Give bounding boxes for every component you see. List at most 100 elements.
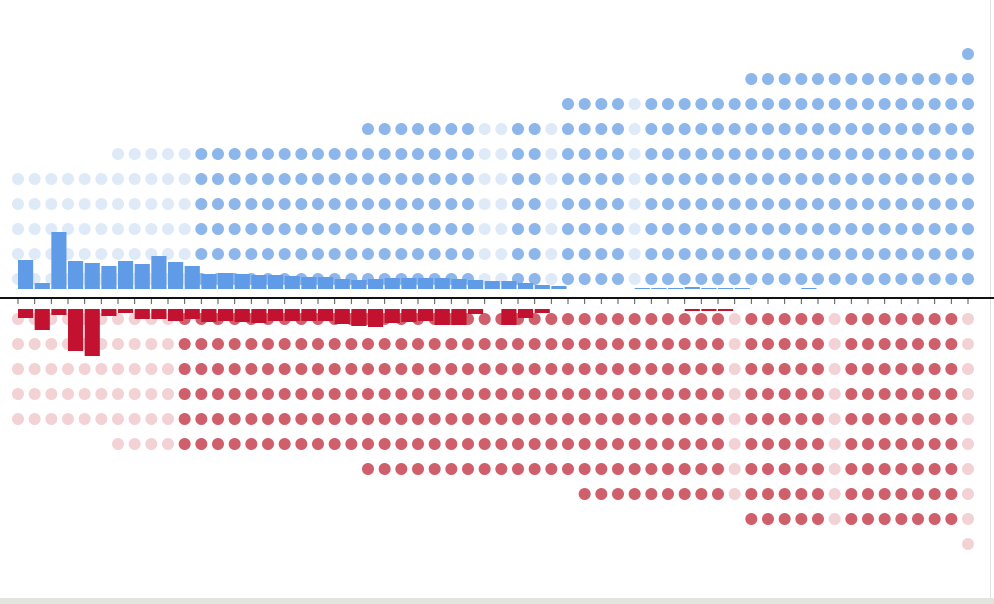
dot bbox=[745, 513, 758, 525]
dot bbox=[728, 438, 741, 450]
dot bbox=[795, 513, 808, 525]
dot bbox=[928, 123, 941, 135]
dot bbox=[945, 338, 958, 350]
dot bbox=[195, 338, 208, 350]
dot bbox=[845, 438, 858, 450]
dot bbox=[745, 248, 758, 260]
bar-above bbox=[418, 278, 434, 289]
dot bbox=[778, 338, 791, 350]
dot bbox=[662, 273, 674, 285]
dot bbox=[228, 413, 241, 425]
dot bbox=[545, 438, 558, 450]
dot bbox=[145, 338, 158, 350]
dot bbox=[178, 248, 191, 260]
dot bbox=[628, 463, 641, 475]
dot bbox=[728, 148, 741, 160]
dot bbox=[278, 363, 291, 375]
dot bbox=[228, 363, 241, 375]
dot bbox=[878, 513, 891, 525]
dot bbox=[678, 173, 691, 185]
dot bbox=[945, 148, 958, 160]
dot bbox=[912, 338, 924, 350]
dot bbox=[478, 363, 491, 375]
dot-column-below bbox=[662, 313, 674, 500]
dot-column-below bbox=[278, 313, 291, 450]
dot bbox=[695, 173, 708, 185]
dot bbox=[545, 463, 558, 475]
dot bbox=[395, 148, 408, 160]
dot-column-below bbox=[945, 313, 958, 525]
dot bbox=[862, 338, 874, 350]
dot bbox=[112, 363, 124, 375]
dot bbox=[962, 438, 974, 450]
dot bbox=[228, 198, 241, 210]
dot bbox=[862, 413, 874, 425]
dot bbox=[445, 463, 458, 475]
dot bbox=[162, 338, 174, 350]
dot bbox=[278, 223, 291, 235]
dot bbox=[478, 313, 491, 325]
dot bbox=[962, 148, 974, 160]
dot bbox=[712, 173, 724, 185]
dot bbox=[528, 273, 541, 285]
bar-below bbox=[334, 309, 350, 324]
dot-column-below bbox=[695, 313, 708, 500]
dot bbox=[95, 173, 108, 185]
bar-above bbox=[684, 287, 700, 289]
dot bbox=[645, 148, 658, 160]
dot bbox=[545, 223, 558, 235]
dot-column-below bbox=[595, 313, 608, 500]
dot bbox=[928, 513, 941, 525]
dot bbox=[878, 173, 891, 185]
dot bbox=[762, 463, 774, 475]
dot bbox=[295, 173, 308, 185]
dot bbox=[862, 363, 874, 375]
dot bbox=[528, 173, 541, 185]
dot bbox=[912, 513, 924, 525]
dot bbox=[778, 438, 791, 450]
dot bbox=[828, 438, 841, 450]
dot bbox=[628, 488, 641, 500]
dot bbox=[795, 338, 808, 350]
dot bbox=[945, 463, 958, 475]
dot bbox=[662, 388, 674, 400]
dot bbox=[928, 198, 941, 210]
dot bbox=[328, 198, 341, 210]
dot bbox=[812, 223, 824, 235]
dot bbox=[112, 198, 124, 210]
dot bbox=[112, 413, 124, 425]
dot bbox=[795, 438, 808, 450]
dot bbox=[128, 223, 141, 235]
dot bbox=[628, 338, 641, 350]
dot-column-below bbox=[412, 313, 424, 475]
dot bbox=[928, 413, 941, 425]
dot bbox=[712, 463, 724, 475]
dot bbox=[678, 488, 691, 500]
dot bbox=[378, 338, 391, 350]
dot bbox=[312, 388, 324, 400]
dot bbox=[345, 338, 358, 350]
dot bbox=[945, 388, 958, 400]
bar-above bbox=[368, 279, 384, 289]
dot bbox=[95, 388, 108, 400]
dot bbox=[378, 413, 391, 425]
dot bbox=[812, 173, 824, 185]
dot bbox=[462, 463, 474, 475]
bar-below bbox=[51, 309, 67, 315]
dot bbox=[595, 488, 608, 500]
dot bbox=[928, 148, 941, 160]
dot bbox=[395, 123, 408, 135]
dot bbox=[645, 363, 658, 375]
dot bbox=[828, 248, 841, 260]
dot bbox=[278, 413, 291, 425]
dot bbox=[445, 173, 458, 185]
dot bbox=[78, 248, 91, 260]
dot bbox=[162, 413, 174, 425]
dot bbox=[595, 273, 608, 285]
dot bbox=[478, 148, 491, 160]
dot-column-below bbox=[362, 313, 374, 475]
dot bbox=[512, 438, 524, 450]
dot-column-above bbox=[312, 148, 324, 285]
dot bbox=[745, 363, 758, 375]
